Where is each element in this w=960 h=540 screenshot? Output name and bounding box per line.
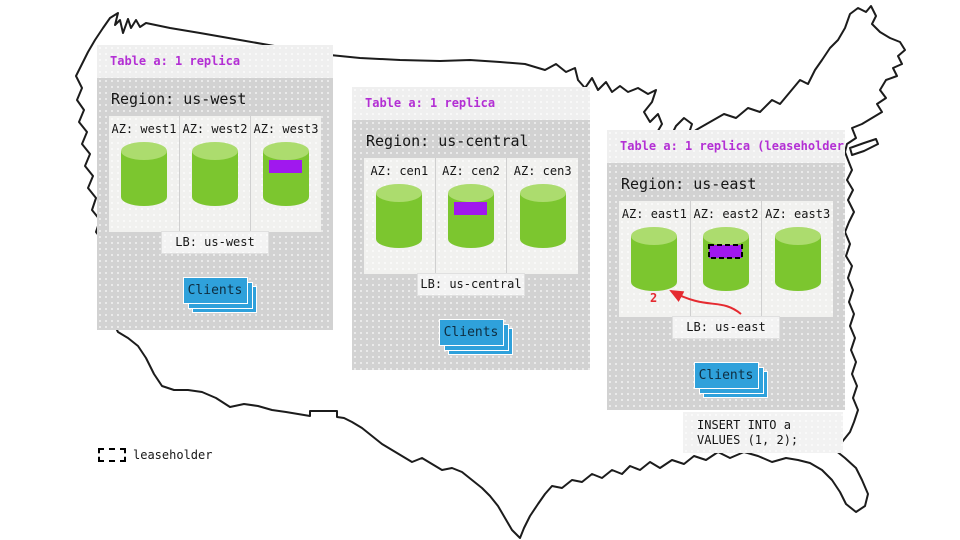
sql-line: INSERT INTO a [697, 418, 791, 432]
database-node-icon [192, 142, 238, 206]
region-panel-us-west: Table a: 1 replica Region: us-west AZ: w… [97, 45, 333, 330]
az-column: AZ: west3 [251, 116, 321, 232]
database-node-icon [121, 142, 167, 206]
az-column: AZ: east3 [762, 201, 833, 317]
region-title: Region: us-west [111, 90, 247, 108]
az-label: AZ: west1 [111, 122, 177, 136]
clients-label: Clients [693, 362, 759, 389]
az-label: AZ: east3 [765, 207, 831, 221]
az-container: AZ: west1 AZ: west2 AZ: west3 [109, 116, 321, 232]
table-replica-label: Table a: 1 replica [97, 45, 333, 78]
az-label: AZ: west2 [182, 122, 248, 136]
replica-range-icon [454, 202, 487, 215]
az-container: AZ: east1 AZ: east2 AZ: east3 [619, 201, 833, 317]
az-column: AZ: east1 [619, 201, 691, 317]
sql-line: VALUES (1, 2); [697, 433, 799, 447]
region-panel-us-east: Table a: 1 replica (leaseholder) Region:… [607, 130, 845, 410]
leaseholder-legend: leaseholder [98, 448, 212, 462]
leaseholder-swatch-icon [98, 448, 126, 462]
load-balancer: LB: us-west [161, 231, 269, 254]
database-node-icon [376, 184, 423, 248]
region-title: Region: us-central [366, 132, 529, 150]
clients-node: Clients [693, 362, 768, 398]
sql-statement-box: INSERT INTO a VALUES (1, 2); [683, 412, 843, 453]
table-replica-label: Table a: 1 replica (leaseholder) [607, 130, 845, 163]
az-column: AZ: cen1 [364, 158, 436, 274]
az-column: AZ: west1 [109, 116, 180, 232]
az-label: AZ: cen3 [513, 164, 572, 178]
legend-label: leaseholder [133, 448, 213, 462]
az-label: AZ: west3 [253, 122, 319, 136]
az-column: AZ: east2 [691, 201, 763, 317]
load-balancer: LB: us-east [672, 316, 780, 339]
database-node-icon [263, 142, 309, 206]
az-label: AZ: east1 [621, 207, 687, 221]
region-title: Region: us-east [621, 175, 757, 193]
database-node-icon [519, 184, 566, 248]
replica-range-icon [269, 160, 302, 173]
table-replica-label: Table a: 1 replica [352, 87, 590, 120]
load-balancer: LB: us-central [417, 273, 525, 296]
leaseholder-range-icon [708, 244, 743, 259]
clients-label: Clients [182, 277, 248, 304]
az-label: AZ: cen1 [370, 164, 429, 178]
clients-node: Clients [182, 277, 257, 313]
database-node-icon [448, 184, 494, 248]
database-node-icon [774, 227, 821, 291]
az-label: AZ: east2 [693, 207, 759, 221]
database-node-icon [703, 227, 749, 291]
az-container: AZ: cen1 AZ: cen2 AZ: cen3 [364, 158, 578, 274]
clients-node: Clients [438, 319, 513, 355]
az-column: AZ: west2 [180, 116, 251, 232]
az-label: AZ: cen2 [442, 164, 500, 178]
az-column: AZ: cen2 [436, 158, 508, 274]
az-column: AZ: cen3 [507, 158, 578, 274]
clients-label: Clients [438, 319, 504, 346]
region-panel-us-central: Table a: 1 replica Region: us-central AZ… [352, 87, 590, 370]
database-node-icon [631, 227, 678, 291]
